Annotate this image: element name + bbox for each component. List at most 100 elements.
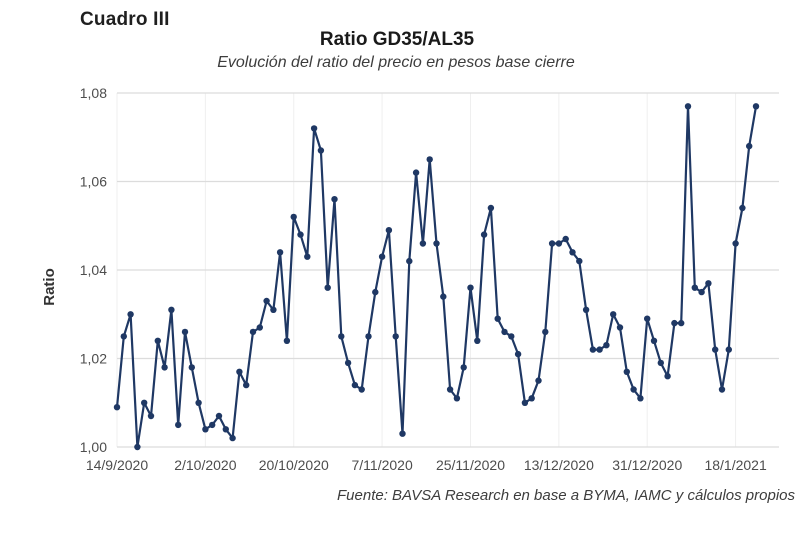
y-tick-label: 1,02 [80,351,107,367]
series-point [684,103,692,110]
series-point [542,328,549,336]
series-point [168,306,175,313]
x-tick-label: 25/11/2020 [436,457,505,473]
series-point [623,368,630,375]
series-point [691,284,698,291]
series-point [406,257,413,265]
y-tick-label: 1,06 [80,174,107,190]
x-tick-label: 20/10/2020 [259,457,329,473]
series-point [603,342,610,349]
y-tick-label: 1,08 [80,85,107,101]
series-point [378,253,386,260]
x-tick-label: 2/10/2020 [174,457,236,473]
series-point [739,204,746,212]
series-point [678,319,685,327]
series-point [120,333,128,340]
series-point [535,377,542,384]
series-point [630,386,637,393]
series-point [195,399,202,406]
series-point [426,156,433,163]
series-point [222,426,229,433]
series-point [508,333,515,340]
series-point [147,412,155,420]
series-point [650,337,658,344]
series-point [209,421,216,429]
series-point [644,315,651,322]
series-point [664,373,671,380]
series-point [344,359,352,367]
series-point [229,434,236,442]
series-point [188,364,195,371]
series-point [657,359,664,367]
series-point [548,240,556,247]
series-point [317,147,325,154]
series-point [474,337,481,344]
series-point [494,315,501,322]
series-point [589,346,597,353]
series-point [576,257,583,265]
chart-title: Ratio GD35/AL35 [319,29,475,50]
series-point [290,213,297,221]
series-point [528,395,535,402]
series-point [215,412,223,420]
series-point [141,399,148,406]
cuadro-label: Cuadro III [80,9,170,30]
series-point [181,328,189,336]
series-point [283,337,291,344]
series-point [718,386,726,393]
y-tick-label: 1,00 [80,439,107,455]
ratio-series-line [115,105,758,449]
series-point [596,346,603,353]
series-point [569,249,576,256]
y-tick-label: 1,04 [80,262,107,278]
series-point [752,103,760,110]
series-point [705,280,712,287]
series-point [358,386,365,393]
series-point [460,364,467,371]
series-point [480,231,488,238]
x-tick-label: 31/12/2020 [612,457,682,473]
y-axis-title: Ratio [41,268,58,306]
series-point [310,125,318,132]
series-point [446,386,454,393]
series-point [256,324,263,331]
series-point [338,333,345,340]
series-point [304,253,311,260]
series-point [712,346,719,353]
series-point [236,368,243,375]
series-point [501,328,508,336]
series-point [610,311,617,318]
x-tick-label: 14/9/2020 [86,457,148,473]
series-point [243,381,250,389]
series-point [113,404,121,411]
series-point [412,169,420,176]
series-point [453,395,461,402]
series-point [263,297,270,305]
x-tick-label: 7/11/2020 [351,457,412,473]
series-point [698,288,705,296]
series-point [372,288,379,296]
x-tick-label: 18/1/2021 [704,457,766,473]
series-point [324,284,331,291]
series-point [671,319,678,327]
series-point [175,421,182,429]
series-point [270,306,277,313]
chart-subtitle: Evolución del ratio del precio en pesos … [217,54,575,71]
series-point [521,399,529,406]
series-point [514,350,522,358]
series-point [562,235,569,243]
series-point [467,284,474,291]
series-point [202,426,209,433]
series-point [582,306,590,313]
series-point [732,240,739,247]
series-point [365,333,372,340]
source-note: Fuente: BAVSA Research en base a BYMA, I… [337,487,795,504]
series-point [392,333,399,340]
series-point [555,240,563,247]
series-point [419,240,427,247]
series-point [385,227,393,234]
series-point [351,381,359,389]
series-point [637,395,644,402]
series-point [433,240,440,247]
